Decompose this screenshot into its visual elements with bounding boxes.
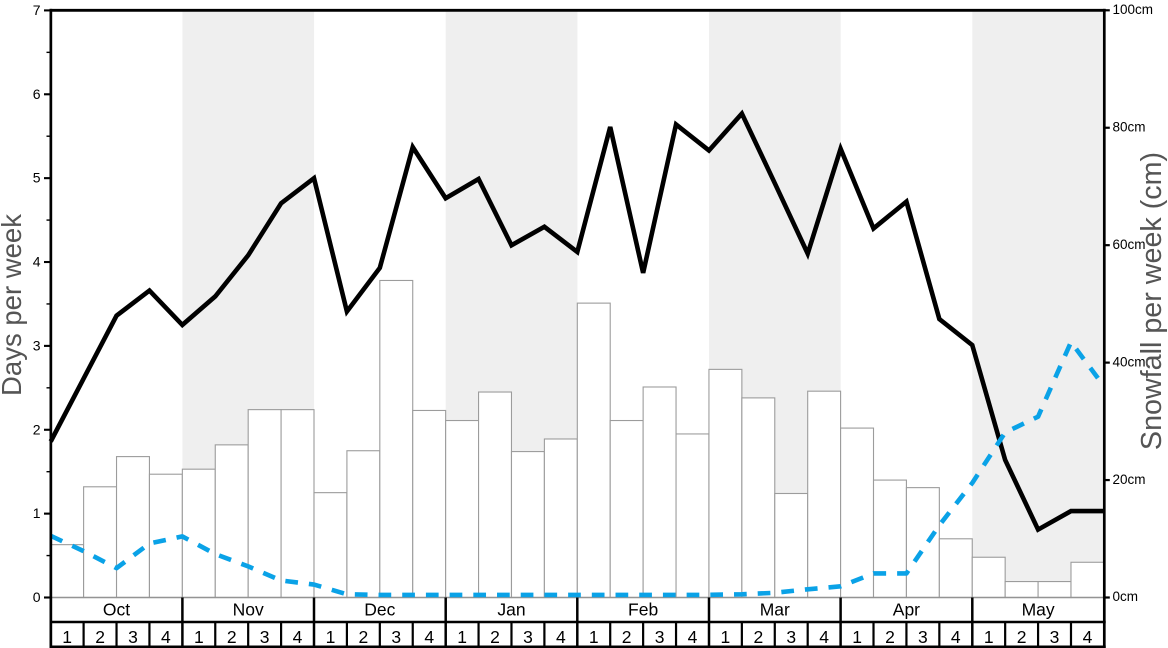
svg-text:3: 3 xyxy=(33,337,41,353)
svg-text:Mar: Mar xyxy=(760,600,790,620)
svg-text:0: 0 xyxy=(33,589,41,605)
svg-text:3: 3 xyxy=(523,627,533,647)
svg-text:3: 3 xyxy=(260,627,270,647)
svg-text:Snowfall per week (cm): Snowfall per week (cm) xyxy=(1136,152,1168,450)
svg-text:4: 4 xyxy=(33,254,41,270)
svg-text:4: 4 xyxy=(951,627,961,647)
svg-text:4: 4 xyxy=(424,627,434,647)
svg-text:2: 2 xyxy=(753,627,763,647)
svg-text:5: 5 xyxy=(33,170,41,186)
svg-text:4: 4 xyxy=(161,627,171,647)
svg-text:4: 4 xyxy=(556,627,566,647)
svg-text:2: 2 xyxy=(622,627,632,647)
svg-text:40cm: 40cm xyxy=(1113,354,1146,369)
svg-text:4: 4 xyxy=(688,627,698,647)
svg-text:7: 7 xyxy=(33,2,41,18)
svg-text:3: 3 xyxy=(655,627,665,647)
svg-text:0cm: 0cm xyxy=(1113,589,1139,604)
svg-text:1: 1 xyxy=(457,627,467,647)
svg-text:Jan: Jan xyxy=(497,600,525,620)
svg-text:100cm: 100cm xyxy=(1113,2,1154,17)
svg-text:3: 3 xyxy=(918,627,928,647)
svg-text:4: 4 xyxy=(819,627,829,647)
svg-text:3: 3 xyxy=(1050,627,1060,647)
svg-text:4: 4 xyxy=(1083,627,1093,647)
svg-text:3: 3 xyxy=(786,627,796,647)
svg-text:2: 2 xyxy=(359,627,369,647)
svg-text:1: 1 xyxy=(589,627,599,647)
svg-text:2: 2 xyxy=(885,627,895,647)
svg-text:2: 2 xyxy=(95,627,105,647)
svg-text:Apr: Apr xyxy=(893,600,920,620)
svg-text:Oct: Oct xyxy=(103,600,130,620)
svg-text:20cm: 20cm xyxy=(1113,472,1146,487)
svg-text:2: 2 xyxy=(490,627,500,647)
svg-text:1: 1 xyxy=(326,627,336,647)
svg-text:Dec: Dec xyxy=(364,600,395,620)
svg-text:Nov: Nov xyxy=(233,600,264,620)
svg-text:1: 1 xyxy=(721,627,731,647)
svg-text:4: 4 xyxy=(293,627,303,647)
svg-text:60cm: 60cm xyxy=(1113,237,1146,252)
svg-text:1: 1 xyxy=(852,627,862,647)
svg-text:1: 1 xyxy=(62,627,72,647)
svg-text:6: 6 xyxy=(33,86,41,102)
svg-text:1: 1 xyxy=(984,627,994,647)
svg-text:2: 2 xyxy=(1017,627,1027,647)
svg-text:3: 3 xyxy=(391,627,401,647)
svg-text:May: May xyxy=(1022,600,1055,620)
svg-text:Feb: Feb xyxy=(628,600,658,620)
svg-text:3: 3 xyxy=(128,627,138,647)
svg-text:2: 2 xyxy=(227,627,237,647)
svg-text:Days per week: Days per week xyxy=(0,214,27,396)
svg-text:1: 1 xyxy=(194,627,204,647)
svg-text:1: 1 xyxy=(33,505,41,521)
svg-text:80cm: 80cm xyxy=(1113,119,1146,134)
svg-text:2: 2 xyxy=(33,421,41,437)
